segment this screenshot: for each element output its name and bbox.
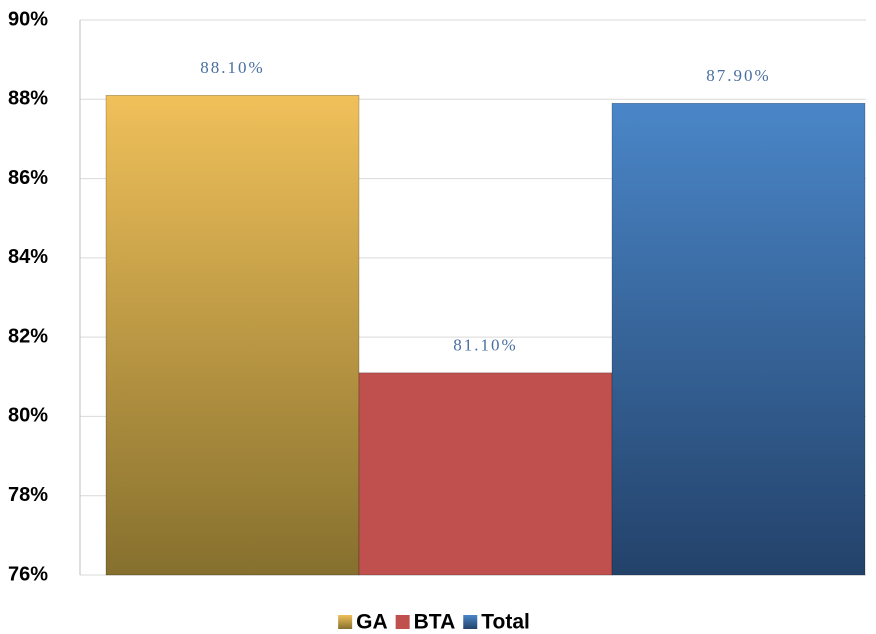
y-tick-label: 90% <box>8 8 48 30</box>
y-tick-label: 76% <box>8 563 48 585</box>
y-tick-label: 82% <box>8 325 48 347</box>
bar <box>358 372 613 576</box>
y-tick-label: 86% <box>8 167 48 189</box>
data-label: 81.10% <box>453 336 517 355</box>
data-label: 88.10% <box>200 58 264 77</box>
legend-label: BTA <box>414 611 456 634</box>
legend-swatch <box>463 615 478 629</box>
bar <box>105 95 360 576</box>
y-tick-label: 88% <box>8 88 48 110</box>
legend-swatch <box>395 615 410 629</box>
y-tick-label: 78% <box>8 484 48 506</box>
data-label: 87.90% <box>706 66 770 85</box>
legend-swatch <box>338 615 353 629</box>
legend-label: GA <box>356 611 388 634</box>
y-tick-label: 84% <box>8 246 48 268</box>
y-tick-label: 80% <box>8 405 48 427</box>
bar <box>611 102 866 576</box>
legend-label: Total <box>481 611 530 634</box>
